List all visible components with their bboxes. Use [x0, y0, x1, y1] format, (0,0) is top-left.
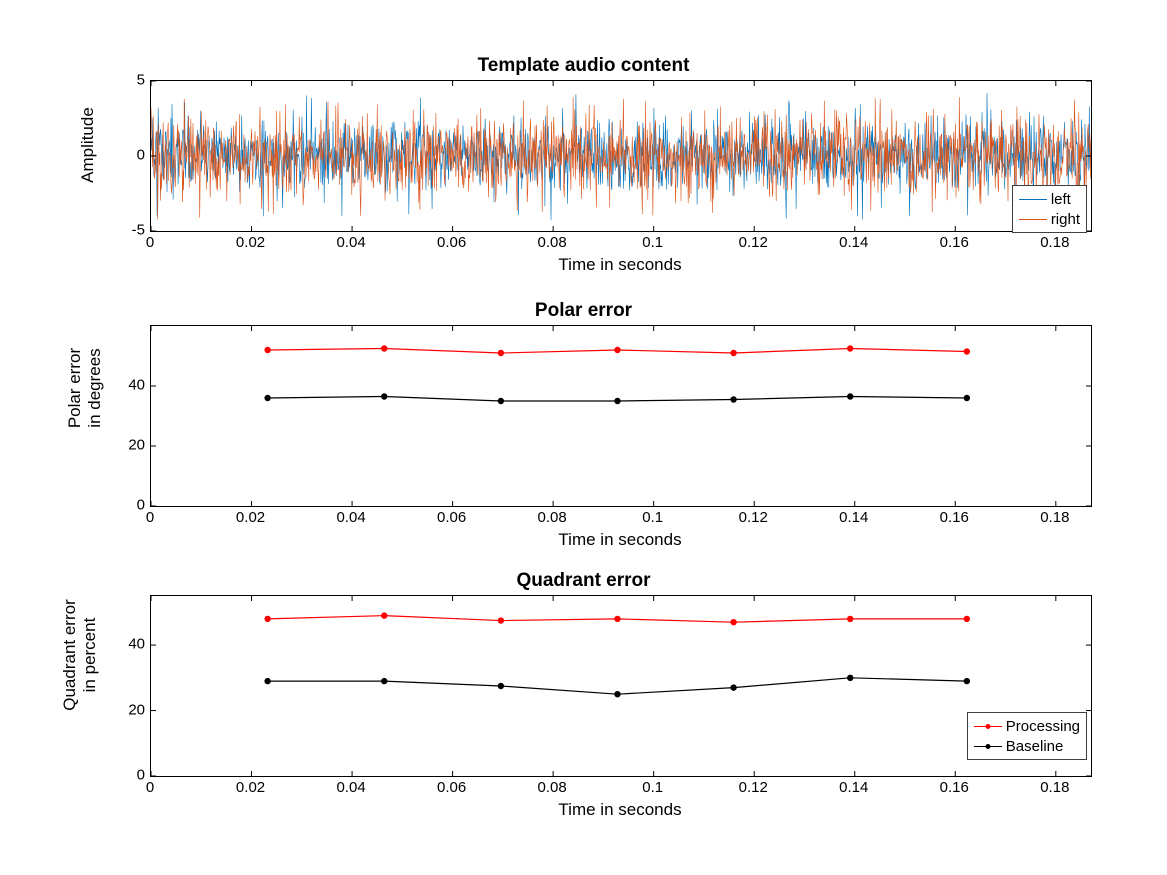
- figure: Template audio content Amplitude -505 00…: [0, 0, 1167, 875]
- panel-polar: Polar error Polar error in degrees 0 20 40…: [0, 300, 1167, 555]
- xtick-label: 0.12: [739, 779, 768, 796]
- xtick-label: 0.06: [437, 779, 466, 796]
- panel3-legend: Processing Baseline: [967, 712, 1087, 760]
- panel-quadrant: Quadrant error Quadrant error in percent…: [0, 570, 1167, 840]
- xtick-label: 0.18: [1040, 779, 1069, 796]
- panel1-title: Template audio content: [0, 55, 1167, 77]
- panel2-xlabel: Time in seconds: [150, 530, 1090, 550]
- panel3-ylabel: Quadrant error in percent: [60, 555, 99, 755]
- legend-item-processing: Processing: [974, 716, 1080, 736]
- xtick-label: 0.12: [739, 509, 768, 526]
- ytick-label: 20: [115, 701, 145, 718]
- panel1-svg: [151, 81, 1091, 231]
- xtick-label: 0: [146, 779, 154, 796]
- xtick-label: 0.18: [1040, 234, 1069, 251]
- xtick-label: 0.1: [642, 234, 663, 251]
- legend-label-baseline: Baseline: [1006, 738, 1064, 755]
- ytick-label: 40: [115, 636, 145, 653]
- panel1-ylabel: Amplitude: [78, 75, 98, 215]
- legend-label-right: right: [1051, 211, 1080, 228]
- xtick-label: 0.02: [236, 234, 265, 251]
- xtick-label: 0.12: [739, 234, 768, 251]
- panel3-title: Quadrant error: [0, 570, 1167, 592]
- ytick-label: -5: [115, 222, 145, 239]
- ytick-label: 5: [115, 72, 145, 89]
- legend-label-left: left: [1051, 191, 1071, 208]
- xtick-label: 0.04: [336, 234, 365, 251]
- panel3-plot-area: [150, 595, 1092, 777]
- xtick-label: 0.14: [839, 234, 868, 251]
- legend-item-baseline: Baseline: [974, 736, 1080, 756]
- xtick-label: 0.16: [940, 779, 969, 796]
- xtick-label: 0.02: [236, 509, 265, 526]
- panel1-plot-area: [150, 80, 1092, 232]
- xtick-label: 0.04: [336, 509, 365, 526]
- panel2-plot-area: [150, 325, 1092, 507]
- panel2-title: Polar error: [0, 300, 1167, 322]
- panel1-legend: left right: [1012, 185, 1087, 233]
- panel3-xlabel: Time in seconds: [150, 800, 1090, 820]
- xtick-label: 0: [146, 509, 154, 526]
- xtick-label: 0.06: [437, 509, 466, 526]
- xtick-label: 0: [146, 234, 154, 251]
- panel-audio: Template audio content Amplitude -505 00…: [0, 55, 1167, 285]
- xtick-label: 0.1: [642, 509, 663, 526]
- ytick-label: 0: [115, 497, 145, 514]
- xtick-label: 0.06: [437, 234, 466, 251]
- xtick-label: 0.08: [538, 779, 567, 796]
- xtick-label: 0.02: [236, 779, 265, 796]
- ytick-label: 40: [115, 377, 145, 394]
- xtick-label: 0.18: [1040, 509, 1069, 526]
- xtick-label: 0.1: [642, 779, 663, 796]
- xtick-label: 0.04: [336, 779, 365, 796]
- legend-label-processing: Processing: [1006, 718, 1080, 735]
- xtick-label: 0.16: [940, 509, 969, 526]
- legend-item-right: right: [1019, 209, 1080, 229]
- panel2-ylabel: Polar error in degrees: [65, 298, 104, 478]
- panel3-svg: [151, 596, 1091, 776]
- xtick-label: 0.14: [839, 509, 868, 526]
- ytick-label: 0: [115, 147, 145, 164]
- xtick-label: 0.14: [839, 779, 868, 796]
- panel1-xlabel: Time in seconds: [150, 255, 1090, 275]
- xtick-label: 0.16: [940, 234, 969, 251]
- ytick-label: 0: [115, 767, 145, 784]
- panel2-svg: [151, 326, 1091, 506]
- legend-item-left: left: [1019, 189, 1080, 209]
- xtick-label: 0.08: [538, 234, 567, 251]
- ytick-label: 20: [115, 437, 145, 454]
- xtick-label: 0.08: [538, 509, 567, 526]
